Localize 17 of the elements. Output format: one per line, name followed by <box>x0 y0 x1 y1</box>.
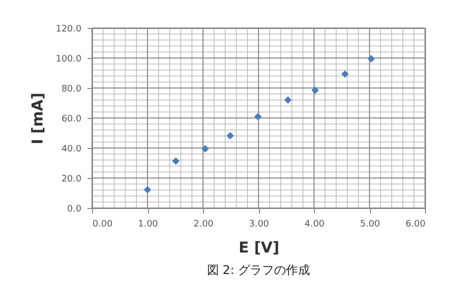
x-tick-label: 1.00 <box>138 220 158 230</box>
x-tick-label: 0.00 <box>92 220 113 230</box>
x-tick-label: 6.00 <box>405 220 426 230</box>
y-tick-label: 100.0 <box>56 54 82 64</box>
x-tick-label: 2.00 <box>193 220 214 230</box>
y-tick-label: 20.0 <box>61 174 82 184</box>
y-tick-label: 0.0 <box>67 204 82 214</box>
x-tick-label: 4.00 <box>304 220 325 230</box>
y-tick-label: 60.0 <box>61 114 82 124</box>
x-tick-label: 3.00 <box>248 220 270 230</box>
y-axis-title: I [mA] <box>28 92 47 144</box>
y-tick-label: 120.0 <box>56 24 82 34</box>
x-axis-title: E [V] <box>238 238 280 256</box>
y-tick-label: 40.0 <box>61 144 82 154</box>
x-tick-label: 5.00 <box>360 220 380 230</box>
caption: 図 2: グラフの作成 <box>206 263 310 277</box>
y-tick-label: 80.0 <box>61 84 82 94</box>
